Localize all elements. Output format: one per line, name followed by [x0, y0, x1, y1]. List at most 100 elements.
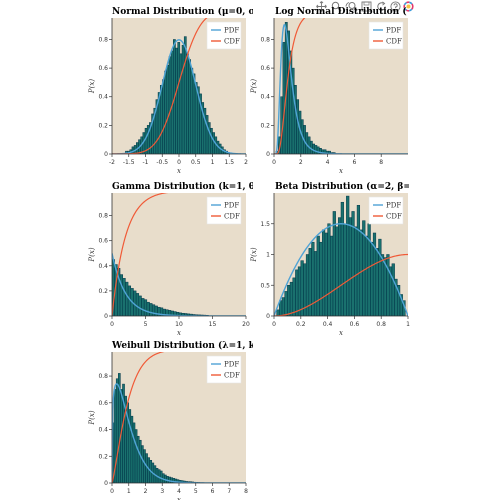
histogram-bar: [164, 70, 168, 154]
x-tick-label: 4: [177, 488, 181, 495]
histogram-bar: [287, 285, 291, 316]
histogram-bar: [367, 223, 371, 316]
y-tick-label: 0.6: [98, 238, 108, 245]
histogram-bar: [205, 115, 209, 154]
x-tick-label: 7: [227, 488, 231, 495]
histogram-bar: [143, 449, 146, 483]
save-icon[interactable]: [361, 1, 372, 12]
y-tick-label: 0: [266, 151, 270, 158]
histogram-bar: [194, 82, 198, 154]
chart-title: Gamma Distribution (k=1, θ=2): [112, 181, 273, 192]
cdf-line: [112, 18, 208, 154]
histogram-bar: [300, 260, 304, 316]
legend-box: [206, 355, 242, 384]
x-tick-label: 0.2: [296, 321, 306, 328]
y-tick-label: 0.4: [98, 427, 108, 434]
y-tick-label: 0.2: [98, 288, 108, 295]
histogram-bar: [166, 64, 170, 154]
legend-label: PDF: [386, 27, 401, 35]
histogram-bar: [143, 299, 148, 316]
x-tick-label: 6: [211, 488, 215, 495]
histogram-bar: [181, 44, 185, 154]
x-tick-label: 1: [211, 159, 215, 166]
histogram-bar: [316, 146, 320, 154]
help-icon[interactable]: [390, 1, 401, 12]
bokeh-logo-icon[interactable]: [403, 1, 414, 12]
pdf-line: [274, 223, 408, 316]
y-axis-label: P(x): [88, 79, 96, 94]
histogram-bar: [170, 477, 173, 483]
plot-area: [274, 18, 408, 154]
histogram-bar: [192, 73, 196, 154]
y-tick-label: 0.8: [260, 36, 270, 43]
x-tick-label: 0: [272, 159, 276, 166]
y-tick-label: 1: [266, 252, 270, 259]
histogram-bar: [338, 217, 342, 316]
legend: PDF CDF: [206, 355, 242, 384]
y-tick-label: 0.2: [98, 122, 108, 129]
histogram-bar: [135, 293, 140, 316]
histogram-bar: [346, 195, 350, 316]
histogram-bar: [297, 266, 302, 316]
box-zoom-icon[interactable]: [331, 1, 342, 12]
histogram-bar: [138, 295, 142, 316]
histogram-bar: [340, 201, 344, 316]
histogram-bar: [356, 205, 361, 316]
plot-toolbar: [314, 1, 414, 14]
histogram-bar: [177, 42, 181, 154]
legend-label: PDF: [386, 202, 401, 210]
histogram-bar: [138, 439, 142, 483]
histogram-bar: [145, 453, 148, 483]
x-tick-label: 8: [244, 488, 248, 495]
histogram-bar: [370, 241, 374, 316]
wheel-zoom-icon[interactable]: [345, 1, 358, 12]
histogram-bar: [293, 85, 297, 154]
chart-panel-3: Gamma Distribution (k=1, θ=2)0 5 10 15 2000.…: [88, 181, 273, 337]
y-tick-label: 0.8: [98, 373, 108, 380]
chart-panel-4: Beta Distribution (α=2, β=2) 0 0.2 0.4 0.6 0.…: [250, 181, 410, 337]
histogram-bar: [122, 278, 126, 316]
y-axis-label: P(x): [88, 247, 96, 262]
x-tick-label: 1: [406, 321, 410, 328]
legend: PDF CDF: [206, 21, 242, 50]
x-tick-label: 5: [194, 488, 198, 495]
y-tick-label: 0.2: [260, 122, 270, 129]
histogram-bar: [314, 145, 318, 154]
histogram-bar: [289, 281, 294, 316]
histogram-bar: [141, 445, 144, 483]
y-tick-label: 1.5: [260, 221, 270, 228]
legend-label: CDF: [224, 213, 240, 221]
histogram-bar: [151, 304, 156, 316]
histogram-bar: [162, 79, 165, 154]
x-tick-label: 0: [177, 159, 181, 166]
x-axis-label: x: [177, 329, 181, 337]
y-tick-label: 0.8: [98, 213, 108, 220]
cdf-line: [274, 18, 306, 154]
reset-icon[interactable]: [376, 1, 387, 12]
histogram-bar: [319, 241, 323, 316]
histogram-bar: [332, 211, 336, 316]
histogram-bar: [348, 217, 352, 316]
x-tick-label: 1: [127, 488, 131, 495]
histogram-bar: [313, 251, 318, 316]
histogram-bar: [378, 238, 382, 316]
x-tick-label: -1: [143, 159, 149, 166]
histogram-bar: [284, 291, 288, 316]
x-tick-label: 5: [144, 321, 148, 328]
legend-box: [206, 196, 242, 225]
histogram-bar: [159, 85, 163, 154]
x-axis-label: x: [339, 329, 343, 337]
histogram-bar: [186, 53, 189, 154]
chart-panel-2: Log Normal Distribution (μ=0, σ=0.5) 0 2 4 6…: [250, 6, 408, 175]
x-tick-label: 8: [379, 159, 383, 166]
pan-icon[interactable]: [316, 1, 327, 12]
histogram-bar: [134, 429, 138, 483]
histogram-bar: [316, 235, 320, 316]
x-tick-label: 3: [160, 488, 164, 495]
y-tick-label: 0.5: [260, 282, 270, 289]
histogram-bar: [282, 42, 286, 154]
legend-box: [368, 196, 404, 225]
chart-title: Normal Distribution (μ=0, σ=0.5): [112, 6, 283, 17]
histogram-bar: [188, 59, 191, 154]
legend-label: PDF: [224, 202, 239, 210]
